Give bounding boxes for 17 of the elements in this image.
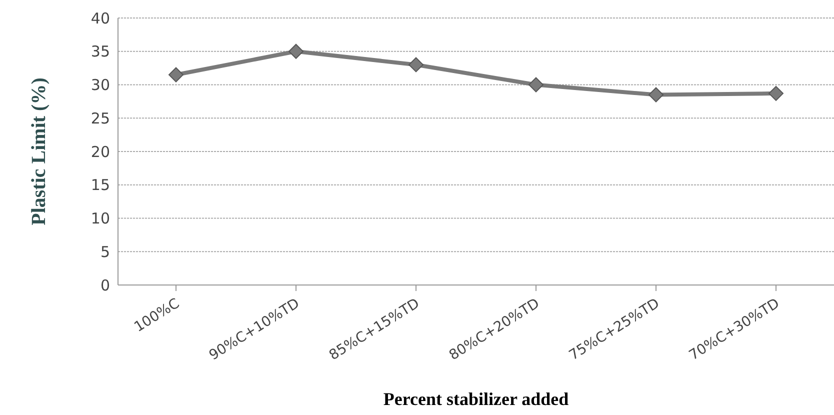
y-tick-label: 15 <box>90 176 110 194</box>
y-tick-label: 35 <box>90 42 110 61</box>
point <box>408 57 424 72</box>
y-tick-label: 20 <box>90 142 110 161</box>
point <box>768 86 784 101</box>
point <box>648 87 664 102</box>
x-axis-title: Percent stabilizer added <box>383 389 569 409</box>
y-tick-label: 40 <box>90 9 110 28</box>
y-tick-label: 0 <box>100 276 110 294</box>
point <box>168 67 184 82</box>
y-tick-label: 30 <box>90 76 110 94</box>
point <box>288 44 304 59</box>
y-axis-title: Plastic Limit (%) <box>28 78 50 226</box>
y-tick-label: 10 <box>90 210 110 228</box>
y-tick-label: 25 <box>90 109 110 128</box>
y-tick-label: 5 <box>100 242 110 261</box>
point <box>528 77 544 92</box>
